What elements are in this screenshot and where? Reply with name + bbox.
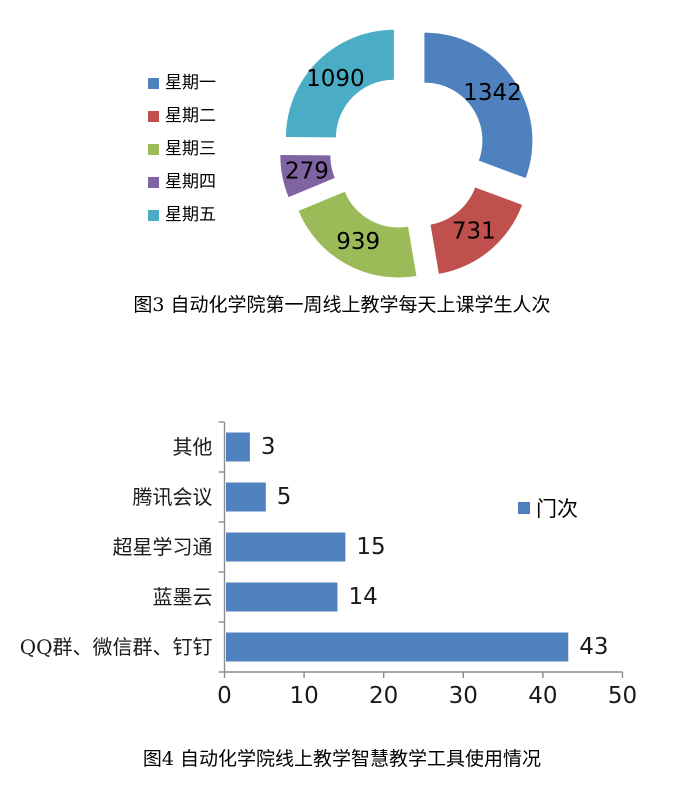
donut-segment-星期五 (285, 29, 394, 138)
legend-item-星期五: 星期五 (148, 206, 216, 224)
bar-chart: 0 10 20 30 40 50 3 其他 5 腾讯会议 15 超星学习通 14 蓝墨云 43 QQ群、微信群… (20, 421, 637, 709)
x-tick-label: 40 (528, 683, 557, 709)
bar-value-label: 3 (261, 434, 276, 460)
bar-value-label: 14 (348, 584, 377, 610)
legend-swatch-icon (148, 176, 159, 188)
figure3-caption: 图3 自动化学院第一周线上教学每天上课学生人次 (133, 294, 551, 316)
legend-swatch-icon (148, 77, 159, 89)
legend-label: 星期一 (165, 73, 216, 93)
bar-超星学习通 (226, 532, 346, 562)
x-tick-label: 50 (608, 683, 637, 709)
category-label-QQ群、微信群、钉钉: QQ群、微信群、钉钉 (20, 635, 213, 659)
donut-data-label-星期四: 279 (285, 159, 329, 185)
legend-item-星期一: 星期一 (148, 74, 216, 92)
bar-其他 (226, 432, 250, 462)
category-label-其他: 其他 (173, 435, 213, 459)
legend-swatch-icon (148, 110, 159, 122)
bar-蓝墨云 (226, 582, 338, 612)
x-tick-label: 30 (449, 683, 478, 709)
donut-legend: 星期一星期二星期三星期四星期五 (148, 74, 216, 224)
donut-segment-星期三 (298, 191, 417, 278)
donut-segment-星期二 (430, 187, 523, 274)
legend-item-星期三: 星期三 (148, 140, 216, 158)
legend-label: 星期二 (165, 106, 216, 126)
legend-item-星期四: 星期四 (148, 173, 216, 191)
category-label-超星学习通: 超星学习通 (113, 535, 213, 559)
bar-value-label: 15 (356, 534, 385, 560)
donut-data-label-星期一: 1342 (463, 80, 522, 106)
donut-data-label-星期二: 731 (452, 218, 496, 244)
bar-value-label: 43 (579, 634, 608, 660)
x-tick-label: 10 (289, 683, 318, 709)
x-tick-label: 20 (369, 683, 398, 709)
legend-swatch-icon (148, 143, 159, 155)
x-tick-label: 0 (217, 683, 232, 709)
category-label-蓝墨云: 蓝墨云 (153, 585, 213, 609)
legend-label: 星期五 (165, 205, 216, 225)
bar-QQ群、微信群、钉钉 (226, 632, 569, 662)
donut-data-label-星期五: 1090 (306, 66, 365, 92)
legend-label: 星期三 (165, 139, 216, 159)
bar-value-label: 5 (277, 484, 292, 510)
legend-label: 星期四 (165, 172, 216, 192)
donut-data-label-星期三: 939 (336, 229, 380, 255)
donut-segment-星期一 (424, 32, 533, 178)
doughnut-chart: 1342 731 939 279 1090 (280, 29, 533, 278)
legend-item-星期二: 星期二 (148, 107, 216, 125)
category-label-腾讯会议: 腾讯会议 (133, 485, 213, 509)
figure4-caption: 图4 自动化学院线上教学智慧教学工具使用情况 (142, 748, 542, 770)
bar-腾讯会议 (226, 482, 266, 512)
legend-swatch-icon (148, 209, 159, 221)
series-legend-label: 门次 (536, 497, 578, 521)
series-legend-swatch-icon (518, 502, 530, 514)
donut-segment-星期四 (280, 155, 335, 198)
